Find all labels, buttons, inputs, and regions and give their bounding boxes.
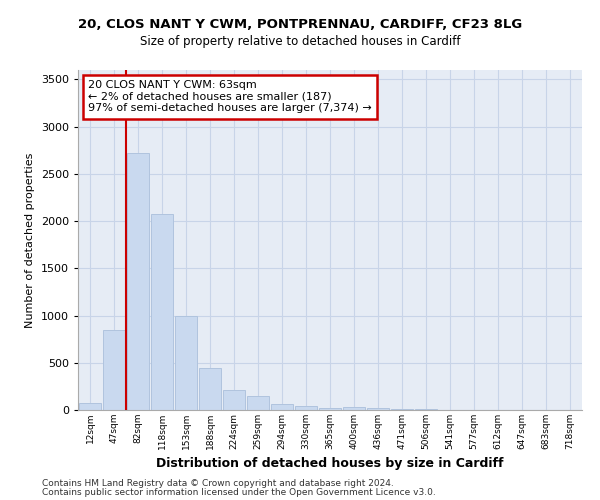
Bar	[175, 316, 197, 410]
Text: Contains HM Land Registry data © Crown copyright and database right 2024.: Contains HM Land Registry data © Crown c…	[42, 479, 394, 488]
Bar	[127, 152, 149, 410]
Bar	[319, 408, 341, 410]
Text: Size of property relative to detached houses in Cardiff: Size of property relative to detached ho…	[140, 35, 460, 48]
Bar	[199, 368, 221, 410]
Y-axis label: Number of detached properties: Number of detached properties	[25, 152, 35, 328]
Bar	[103, 330, 125, 410]
Bar	[367, 408, 389, 410]
Bar	[247, 396, 269, 410]
Bar	[79, 403, 101, 410]
Bar	[343, 407, 365, 410]
Text: Contains public sector information licensed under the Open Government Licence v3: Contains public sector information licen…	[42, 488, 436, 497]
Bar	[271, 404, 293, 410]
Text: 20, CLOS NANT Y CWM, PONTPRENNAU, CARDIFF, CF23 8LG: 20, CLOS NANT Y CWM, PONTPRENNAU, CARDIF…	[78, 18, 522, 30]
Bar	[391, 408, 413, 410]
Bar	[223, 390, 245, 410]
Text: 20 CLOS NANT Y CWM: 63sqm
← 2% of detached houses are smaller (187)
97% of semi-: 20 CLOS NANT Y CWM: 63sqm ← 2% of detach…	[88, 80, 372, 114]
X-axis label: Distribution of detached houses by size in Cardiff: Distribution of detached houses by size …	[156, 458, 504, 470]
Bar	[295, 406, 317, 410]
Bar	[151, 214, 173, 410]
